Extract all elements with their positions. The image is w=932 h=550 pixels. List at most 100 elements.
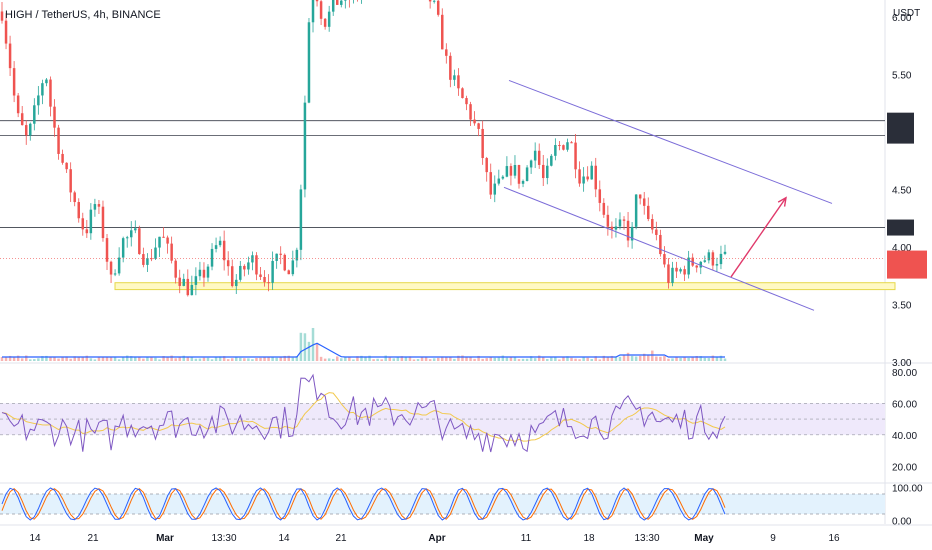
candle-body xyxy=(521,180,525,184)
volume-bar xyxy=(49,356,52,361)
volume-bar xyxy=(497,357,501,361)
candle xyxy=(77,198,80,223)
candle-body xyxy=(307,22,311,103)
candle-body xyxy=(630,226,634,241)
volume-bar xyxy=(436,357,440,361)
candle xyxy=(445,43,448,64)
candle xyxy=(357,0,358,2)
candle xyxy=(481,120,484,165)
candle xyxy=(251,251,254,271)
candle-body xyxy=(109,261,113,275)
candle-body xyxy=(537,150,541,165)
candle xyxy=(517,164,521,189)
candle xyxy=(182,273,186,287)
candle-body xyxy=(622,219,626,221)
candle xyxy=(239,260,242,282)
volume-bar xyxy=(170,355,173,361)
volume-bar xyxy=(8,355,12,361)
candle xyxy=(226,251,230,276)
price-axis-tick: 4.50 xyxy=(892,186,912,197)
volume-bar xyxy=(659,356,662,361)
candle-body xyxy=(271,260,274,283)
candle xyxy=(319,0,323,26)
candle xyxy=(537,143,541,169)
volume-bar xyxy=(210,359,214,361)
volume-bar xyxy=(525,358,529,361)
volume-bar xyxy=(558,359,561,361)
volume-bar xyxy=(469,356,472,361)
volume-bar xyxy=(453,358,456,361)
candle xyxy=(663,246,666,268)
volume-bar xyxy=(432,358,436,361)
candle-body xyxy=(550,155,553,166)
candle xyxy=(606,205,610,236)
volume-bar xyxy=(671,358,674,361)
candle-body xyxy=(33,105,36,124)
volume-bar xyxy=(537,355,541,361)
volume-bar xyxy=(125,355,129,361)
candle-body xyxy=(235,279,238,287)
volume-bar xyxy=(299,332,303,361)
candle-body xyxy=(501,176,505,179)
volume-bar xyxy=(683,357,686,361)
volume-bar xyxy=(449,356,452,361)
candle-body xyxy=(449,55,452,80)
volume-bar xyxy=(154,357,157,361)
candle-body xyxy=(719,253,723,265)
candle xyxy=(194,267,198,296)
candle xyxy=(715,257,719,272)
candle xyxy=(344,0,347,9)
volume-bar xyxy=(41,356,44,361)
volume-ma-line xyxy=(2,342,725,358)
volume-bar xyxy=(307,341,311,361)
candle xyxy=(651,214,654,234)
candle xyxy=(291,250,295,277)
candle xyxy=(206,264,210,282)
candle xyxy=(638,194,642,205)
candle xyxy=(695,265,698,273)
volume-bar xyxy=(198,358,202,361)
candle xyxy=(719,245,723,270)
stoch-d-line xyxy=(1,488,726,520)
candle-body xyxy=(202,269,206,278)
candle-body xyxy=(218,240,222,246)
candle-body xyxy=(125,237,129,239)
candle xyxy=(336,0,339,5)
candle xyxy=(57,124,60,160)
candle-body xyxy=(529,160,533,168)
candle xyxy=(85,219,89,238)
candle xyxy=(73,190,76,207)
candle xyxy=(16,93,20,118)
candle xyxy=(166,235,169,254)
candle-body xyxy=(695,265,698,268)
candle xyxy=(618,212,622,230)
volume-bar xyxy=(101,357,105,361)
candle xyxy=(461,87,464,99)
price-axis-tick: 4.00 xyxy=(892,243,912,254)
candle-body xyxy=(582,176,585,184)
volume-bar xyxy=(392,358,396,361)
volume-bar xyxy=(226,359,230,361)
candle xyxy=(529,159,533,174)
candle-body xyxy=(554,145,557,156)
candle-body xyxy=(465,98,468,105)
candle xyxy=(340,0,343,8)
time-axis-tick: 13:30 xyxy=(634,533,659,544)
candle xyxy=(348,0,350,8)
candle xyxy=(243,264,246,277)
volume-bar xyxy=(97,356,101,361)
volume-bar xyxy=(340,358,343,361)
candle-body xyxy=(428,0,432,2)
candle xyxy=(594,157,597,198)
candle-body xyxy=(675,267,678,272)
volume-bar xyxy=(134,356,137,361)
stoch-axis-tick: 0.00 xyxy=(892,517,912,528)
stoch-k-line xyxy=(1,487,726,521)
candle xyxy=(586,166,589,182)
candle-body xyxy=(81,218,85,230)
time-axis-tick: 18 xyxy=(583,533,595,544)
candle xyxy=(675,261,678,279)
candle xyxy=(33,98,36,131)
volume-bar xyxy=(707,358,711,361)
